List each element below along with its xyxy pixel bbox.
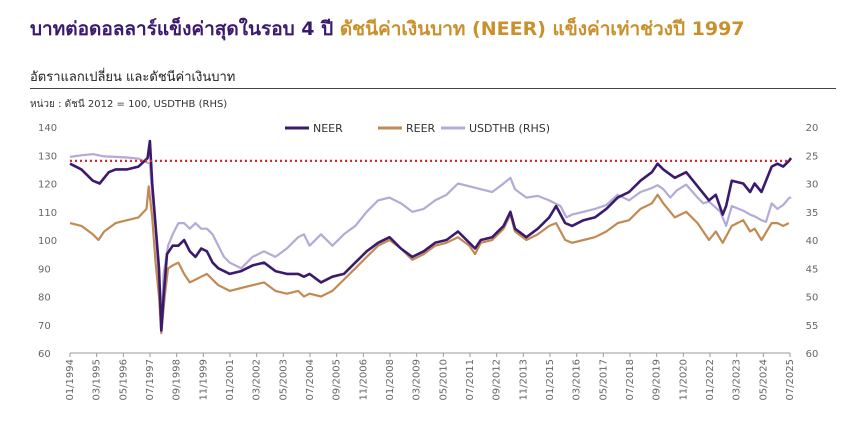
x-tick-label: 05/2003: [278, 359, 289, 401]
series-line-usdthb: [69, 153, 792, 321]
y2-tick-label: 25: [806, 151, 819, 162]
y2-tick-label: 60: [806, 349, 819, 360]
y-tick-label: 90: [38, 264, 51, 275]
legend-label-reer: REER: [406, 122, 436, 135]
y2-tick-label: 45: [806, 264, 819, 275]
y2-tick-label: 20: [806, 123, 819, 134]
x-tick-label: 07/2025: [785, 359, 796, 401]
y2-tick-label: 30: [806, 180, 819, 191]
headline-primary: บาทต่อดอลลาร์แข็งค่าสุดในรอบ 4 ปี: [30, 18, 334, 40]
headline-accent: ดัชนีค่าเงินบาท (NEER) แข็งค่าเท่าช่วงปี…: [339, 18, 745, 40]
chart-subtitle: อัตราแลกเปลี่ยน และดัชนีค่าเงินบาท: [30, 70, 236, 85]
y2-tick-label: 50: [806, 293, 819, 304]
y2-tick-label: 55: [806, 321, 819, 332]
x-tick-label: 05/1996: [118, 359, 129, 401]
x-tick-label: 03/2016: [572, 359, 583, 401]
x-tick-label: 07/2004: [305, 359, 316, 401]
x-tick-label: 09/2019: [652, 359, 663, 401]
subtitle-divider: [30, 88, 836, 89]
x-tick-label: 11/2006: [358, 359, 369, 401]
series-line-neer: [69, 139, 793, 332]
x-tick-label: 03/1995: [92, 359, 103, 401]
x-tick-label: 03/2002: [252, 359, 263, 401]
unit-note: หน่วย : ดัชนี 2012 = 100, USDTHB (RHS): [30, 99, 228, 110]
x-tick-label: 05/2024: [758, 359, 769, 401]
x-tick-label: 01/2001: [225, 359, 236, 401]
x-tick-label: 01/1994: [65, 359, 76, 401]
x-tick-label: 03/2009: [412, 359, 423, 401]
y-tick-label: 100: [38, 236, 57, 247]
y-tick-label: 130: [38, 151, 57, 162]
y-tick-label: 80: [38, 293, 51, 304]
y-tick-label: 110: [38, 208, 57, 219]
x-tick-label: 05/2017: [598, 359, 609, 401]
x-tick-label: 07/2011: [465, 359, 476, 401]
x-tick-label: 01/2015: [545, 359, 556, 401]
x-tick-label: 07/1997: [145, 359, 156, 401]
y-tick-label: 140: [38, 123, 57, 134]
series-line-reer: [69, 185, 790, 335]
legend-label-neer: NEER: [313, 122, 343, 135]
y-tick-label: 60: [38, 349, 51, 360]
legend-label-usdthb: USDTHB (RHS): [469, 122, 550, 135]
x-tick-label: 01/2022: [705, 359, 716, 401]
x-tick-label: 05/2010: [438, 359, 449, 401]
x-tick-label: 11/2020: [678, 359, 689, 401]
x-tick-label: 09/2012: [492, 359, 503, 401]
y-tick-label: 120: [38, 180, 57, 191]
x-tick-label: 11/1999: [198, 359, 209, 401]
x-tick-label: 09/2005: [332, 359, 343, 401]
chart-headline: บาทต่อดอลลาร์แข็งค่าสุดในรอบ 4 ปี ดัชนีค…: [30, 14, 745, 44]
x-tick-label: 07/2018: [625, 359, 636, 401]
x-tick-label: 11/2013: [518, 359, 529, 401]
x-tick-label: 09/1998: [172, 359, 183, 401]
y2-tick-label: 35: [806, 208, 819, 219]
y-tick-label: 70: [38, 321, 51, 332]
y2-tick-label: 40: [806, 236, 819, 247]
x-tick-label: 03/2023: [732, 359, 743, 401]
x-tick-label: 01/2008: [385, 359, 396, 401]
